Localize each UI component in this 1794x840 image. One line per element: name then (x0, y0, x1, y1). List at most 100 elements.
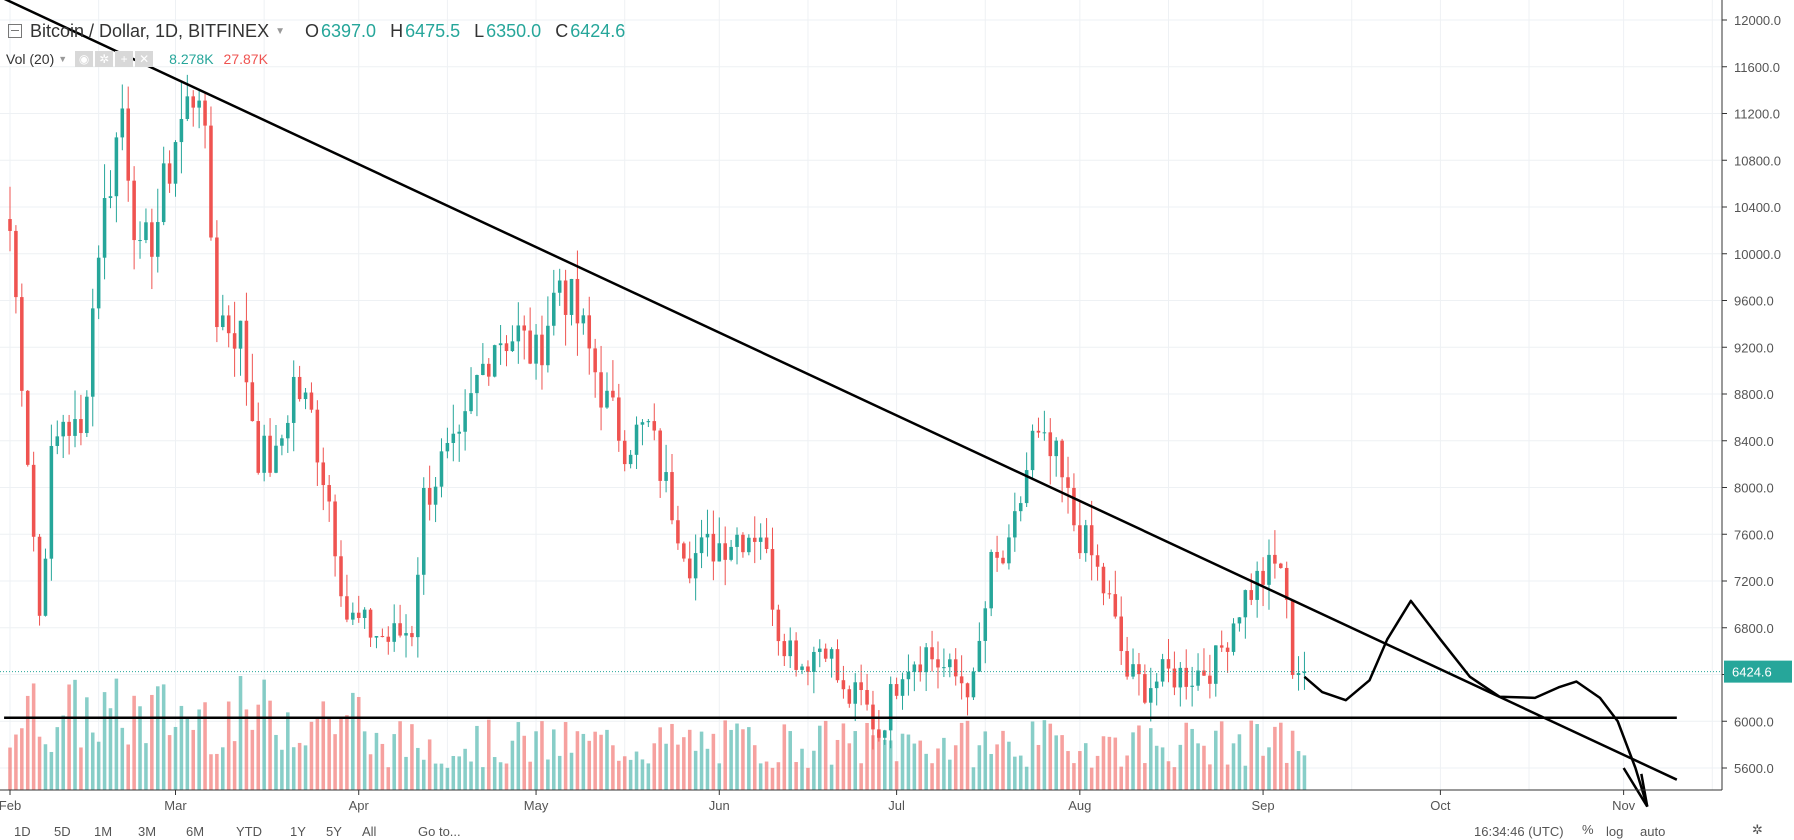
gear-icon[interactable]: ✲ (95, 51, 114, 67)
volume-bar (776, 762, 781, 790)
volume-bar (877, 731, 881, 790)
volume-bar (847, 743, 852, 790)
time-tick-label: Feb (0, 798, 21, 813)
candle-body (504, 343, 509, 352)
candle-body (374, 636, 379, 638)
volume-bar (238, 676, 243, 790)
period-1d[interactable]: 1D (14, 824, 31, 839)
candle-body (439, 451, 444, 487)
symbol-title[interactable]: Bitcoin / Dollar, 1D, BITFINEX (30, 20, 270, 41)
candle-body (132, 180, 136, 241)
candle-body (1202, 670, 1206, 676)
candle-body (1237, 617, 1242, 624)
candle-body (552, 292, 556, 326)
candle-body (209, 125, 213, 238)
candle-body (806, 666, 810, 672)
candle-body (569, 278, 574, 315)
volume-bar (61, 715, 65, 790)
volume-bar (1237, 734, 1242, 790)
candle-body (1101, 566, 1106, 594)
volume-bar (1089, 767, 1094, 790)
volume-bar (546, 759, 550, 790)
volume-bar (1083, 743, 1088, 790)
period-5y[interactable]: 5Y (326, 824, 342, 839)
volume-bar (8, 747, 12, 790)
volume-bar (841, 723, 846, 790)
volume-bar (486, 719, 491, 790)
chevron-down-icon[interactable]: ▼ (58, 54, 68, 64)
bottom-toolbar: 1D 5D 1M 3M 6M YTD 1Y 5Y All Go to... 16… (0, 820, 1794, 840)
period-6m[interactable]: 6M (186, 824, 205, 839)
volume-bar (717, 763, 722, 790)
period-all[interactable]: All (362, 824, 377, 839)
volume-bar (552, 729, 556, 790)
price-axis[interactable]: 5600.06000.06400.06800.07200.07600.08000… (1721, 0, 1792, 790)
volume-legend: Vol (20) ▼ ◉ ✲ + ✕ 8.278K 27.87K (6, 48, 268, 70)
candle-body (286, 422, 290, 439)
volume-bar (640, 759, 645, 790)
candle-body (640, 422, 645, 425)
candle-body (581, 315, 586, 324)
candle-body (173, 142, 178, 184)
candle-body (664, 472, 668, 481)
open-label: O (304, 20, 319, 41)
percent-toggle[interactable]: % (1582, 822, 1594, 837)
candle-body (1066, 477, 1070, 488)
candle-body (108, 196, 113, 199)
chevron-down-icon[interactable]: ▼ (275, 25, 285, 37)
time-axis[interactable]: Feb Mar Apr May Jun Jul Aug Sep Oct Nov (0, 789, 1722, 813)
volume-bar (268, 700, 272, 790)
goto-button[interactable]: Go to... (418, 824, 461, 839)
candle-body (522, 325, 527, 331)
clock-readout[interactable]: 16:34:46 (UTC) (1474, 824, 1564, 839)
candle-body (599, 372, 603, 408)
candle-body (1249, 590, 1254, 600)
volume-bar (900, 733, 905, 790)
period-ytd[interactable]: YTD (236, 824, 262, 839)
price-tick-label: 6000.0 (1734, 714, 1774, 729)
price-tick-label: 11600.0 (1734, 60, 1780, 75)
period-1y[interactable]: 1Y (290, 824, 306, 839)
candle-body (321, 462, 326, 486)
volume-bar (670, 723, 674, 790)
volume-bar (445, 767, 450, 790)
candle-body (540, 334, 544, 366)
volume-bar (800, 748, 804, 790)
volume-bar (593, 731, 597, 790)
candle-body (20, 297, 24, 391)
period-3m[interactable]: 3M (138, 824, 157, 839)
volume-label[interactable]: Vol (20) (6, 51, 55, 67)
volume-bar (1178, 744, 1183, 790)
close-icon[interactable]: ✕ (135, 51, 154, 67)
volume-bars (8, 676, 1307, 790)
candle-body (463, 411, 467, 432)
volume-bar (1054, 735, 1058, 790)
candle-body (85, 396, 89, 434)
auto-toggle[interactable]: auto (1640, 824, 1666, 839)
volume-bar (812, 750, 816, 790)
volume-bar (894, 761, 899, 790)
candle-body (114, 137, 119, 197)
candle-body (1013, 511, 1017, 538)
eye-icon[interactable]: ◉ (75, 51, 94, 67)
gear-icon[interactable]: ✲ (1752, 822, 1763, 837)
volume-bar (386, 767, 391, 790)
plus-icon[interactable]: + (115, 51, 134, 67)
candle-body (1083, 525, 1088, 554)
symbol-legend: Bitcoin / Dollar, 1D, BITFINEX ▼ O 6397.… (0, 18, 639, 44)
candle-body (563, 280, 568, 315)
period-5d[interactable]: 5D (54, 824, 71, 839)
volume-bar (628, 759, 633, 790)
volume-bar (534, 731, 538, 790)
candle-body (841, 680, 846, 690)
volume-bar (1296, 751, 1301, 790)
period-1m[interactable]: 1M (94, 824, 113, 839)
candle-body (1178, 667, 1183, 688)
log-toggle[interactable]: log (1606, 824, 1624, 839)
volume-bar (1060, 735, 1064, 790)
collapse-icon[interactable] (8, 24, 22, 38)
candle-body (49, 445, 54, 559)
volume-bar (735, 723, 739, 790)
volume-bar (504, 763, 509, 790)
